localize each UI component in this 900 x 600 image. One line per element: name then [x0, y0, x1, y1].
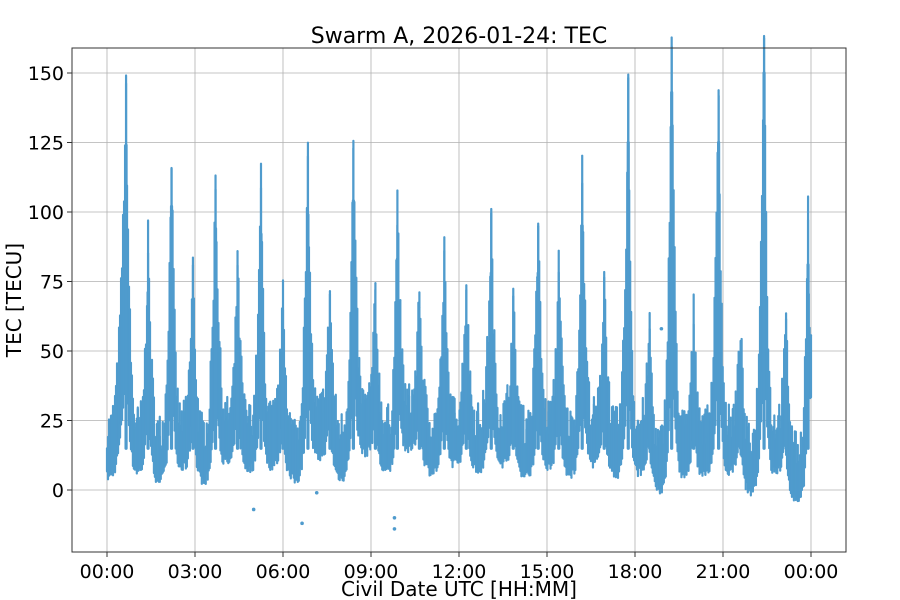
y-tick-label: 150 [28, 63, 64, 85]
x-tick-label: 12:00 [432, 561, 487, 583]
y-tick-label: 0 [52, 480, 64, 502]
x-tick-label: 21:00 [696, 561, 751, 583]
tec-outlier [314, 490, 319, 495]
x-tick-label: 18:00 [608, 561, 663, 583]
y-axis-ticks: 0 25 50 75 100 125 150 [28, 63, 72, 502]
x-tick-label: 03:00 [168, 561, 223, 583]
x-axis-label: Civil Date UTC [HH:MM] [341, 577, 577, 600]
x-axis-ticks: 00:00 03:00 06:00 09:00 12:00 15:00 18:00 21:00… [80, 552, 839, 583]
y-tick-label: 100 [28, 202, 64, 224]
tec-outlier [300, 521, 304, 526]
y-tick-label: 25 [40, 411, 64, 433]
y-axis-label: TEC [TECU] [2, 243, 26, 358]
x-tick-label: 15:00 [520, 561, 575, 583]
chart-title: Swarm A, 2026-01-24: TEC [311, 24, 608, 49]
x-tick-label: 00:00 [80, 561, 135, 583]
tec-outlier [251, 507, 256, 512]
x-tick-label: 09:00 [344, 561, 399, 583]
y-tick-label: 50 [40, 341, 64, 363]
x-tick-label: 00:00 [784, 561, 839, 583]
grid-lines [72, 48, 846, 552]
tec-outlier [392, 516, 397, 520]
tec-outlier [392, 527, 397, 531]
tec-outlier [659, 326, 664, 331]
y-tick-label: 75 [40, 272, 64, 294]
tec-data-points [105, 34, 813, 531]
y-tick-label: 125 [28, 133, 64, 155]
x-tick-label: 06:00 [256, 561, 311, 583]
